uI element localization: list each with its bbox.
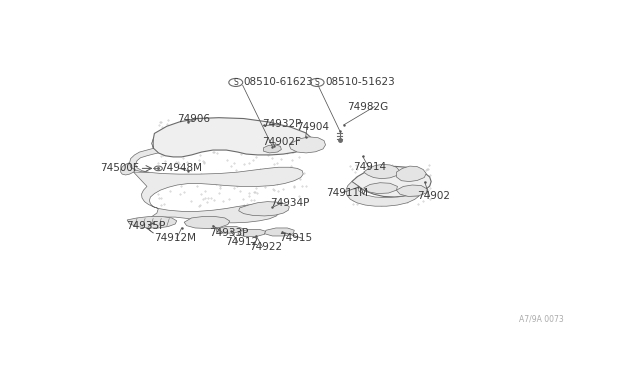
Polygon shape bbox=[145, 205, 280, 233]
Polygon shape bbox=[184, 217, 230, 228]
Polygon shape bbox=[237, 230, 266, 237]
Polygon shape bbox=[289, 137, 326, 153]
Text: 74912M: 74912M bbox=[154, 233, 196, 243]
Text: 74948M: 74948M bbox=[161, 163, 202, 173]
Text: 74906: 74906 bbox=[177, 113, 210, 124]
Polygon shape bbox=[352, 166, 431, 197]
Text: 74914: 74914 bbox=[353, 162, 386, 171]
Polygon shape bbox=[152, 118, 312, 157]
Text: S: S bbox=[234, 78, 238, 87]
Polygon shape bbox=[216, 227, 243, 233]
Polygon shape bbox=[121, 163, 136, 175]
Text: 74922: 74922 bbox=[249, 241, 282, 251]
Polygon shape bbox=[127, 217, 177, 228]
Text: 74933P: 74933P bbox=[209, 228, 248, 238]
Text: 74902F: 74902F bbox=[262, 137, 301, 147]
Polygon shape bbox=[346, 182, 419, 206]
Text: 74911M: 74911M bbox=[326, 188, 368, 198]
Text: 74904: 74904 bbox=[296, 122, 329, 132]
Polygon shape bbox=[396, 166, 426, 182]
Text: A7/9A 0073: A7/9A 0073 bbox=[519, 314, 564, 323]
Text: 74915: 74915 bbox=[280, 233, 312, 243]
Text: 74982G: 74982G bbox=[347, 102, 388, 112]
Text: 74902: 74902 bbox=[417, 192, 451, 202]
Text: 74932P: 74932P bbox=[262, 119, 302, 129]
Text: 08510-51623: 08510-51623 bbox=[325, 77, 395, 87]
Polygon shape bbox=[239, 202, 289, 216]
Polygon shape bbox=[129, 139, 158, 172]
Text: 08510-61623: 08510-61623 bbox=[244, 77, 314, 87]
Polygon shape bbox=[264, 145, 282, 153]
Polygon shape bbox=[364, 164, 400, 179]
Text: 74912: 74912 bbox=[225, 237, 259, 247]
Text: S: S bbox=[315, 78, 319, 87]
Text: 74934P: 74934P bbox=[271, 198, 310, 208]
Polygon shape bbox=[364, 183, 397, 193]
Text: 74935P: 74935P bbox=[125, 221, 165, 231]
Polygon shape bbox=[264, 228, 294, 236]
Polygon shape bbox=[134, 167, 303, 208]
Text: 74500F: 74500F bbox=[100, 163, 139, 173]
Polygon shape bbox=[396, 185, 428, 196]
